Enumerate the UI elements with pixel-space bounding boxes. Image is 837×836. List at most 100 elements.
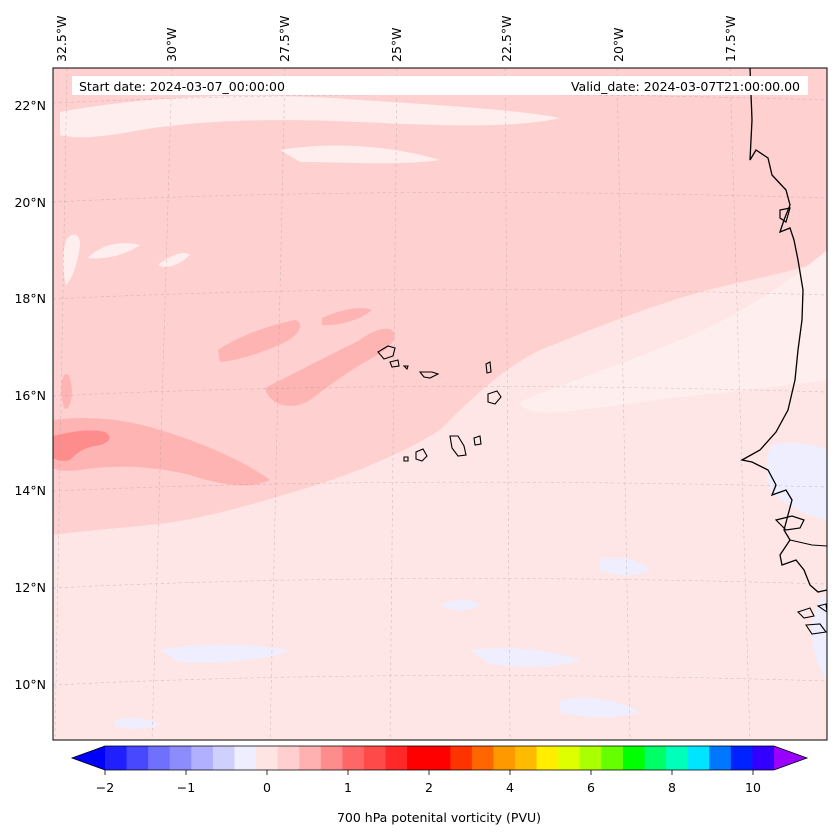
colorbar-segment xyxy=(709,746,732,770)
colorbar-segment xyxy=(277,746,300,770)
lat-label-14n: 14°N xyxy=(14,483,46,498)
colorbar-segment xyxy=(687,746,710,770)
colorbar-segment xyxy=(752,746,775,770)
colorbar-tick-label: 2 xyxy=(425,780,433,795)
lon-label-25w: 25°W xyxy=(389,27,404,62)
graticule xyxy=(53,68,827,740)
colorbar-label: 700 hPa potenital vorticity (PVU) xyxy=(337,810,541,825)
lon-label-30w: 30°W xyxy=(164,27,179,62)
island-sal xyxy=(485,361,492,374)
lon-label-32-5w: 32.5°W xyxy=(54,16,69,62)
colorbar-segment xyxy=(666,746,689,770)
lat-label-16n: 16°N xyxy=(14,388,46,403)
colorbar-segment xyxy=(428,746,451,770)
colorbar-segment xyxy=(234,746,257,770)
map-frame xyxy=(52,67,828,741)
pv-patch-central xyxy=(265,328,395,406)
colorbar-segment xyxy=(299,746,322,770)
colorbar-extend-low xyxy=(72,746,105,770)
lon-label-17-5w: 17.5°W xyxy=(723,16,738,62)
lon-label-27-5w: 27.5°W xyxy=(277,16,292,62)
colorbar-segment xyxy=(148,746,171,770)
light-streak-north xyxy=(60,95,560,138)
colorbar-segment xyxy=(363,746,387,770)
colorbar-tick-labels: −2 −1 0 1 2 4 6 8 10 xyxy=(96,780,761,795)
neg-patch-1 xyxy=(766,442,827,520)
colorbar-segment xyxy=(256,746,279,770)
neg-patch-6 xyxy=(440,599,480,611)
neg-patch-4 xyxy=(470,648,580,667)
colorbar-segment xyxy=(385,746,408,770)
island-santiago xyxy=(449,435,467,457)
light-wedge-east xyxy=(520,250,827,413)
island-maio xyxy=(473,435,482,446)
lat-label-18n: 18°N xyxy=(14,291,46,306)
colorbar-segment xyxy=(579,746,602,770)
pv-patch-northwest xyxy=(218,320,301,362)
colorbar-segment xyxy=(191,746,214,770)
coast-inlet-2 xyxy=(774,515,805,531)
colorbar-segment xyxy=(515,746,538,770)
valid-date-label: Valid_date: 2024-03-07T21:00:00.00 xyxy=(571,79,800,94)
coast-inlet-1 xyxy=(779,207,791,223)
colorbar: −2 −1 0 1 2 4 6 8 10 700 hPa potenital v… xyxy=(70,745,809,825)
colorbar-segment xyxy=(536,746,559,770)
island-boa-vista xyxy=(487,390,502,405)
colorbar-segment xyxy=(471,746,494,770)
colorbar-extend-high xyxy=(774,746,807,770)
light-streak-upper xyxy=(280,145,440,164)
colorbar-segment xyxy=(558,746,581,770)
island-fogo xyxy=(415,448,428,462)
pv-band-main xyxy=(53,68,827,535)
lat-label-22n: 22°N xyxy=(14,98,46,113)
colorbar-segment xyxy=(407,746,430,770)
light-spot-1 xyxy=(88,243,140,259)
map-area xyxy=(53,68,827,740)
latitude-labels: 22°N 20°N 18°N 16°N 14°N 12°N 10°N xyxy=(14,98,46,692)
island-santa-luzia xyxy=(402,365,409,371)
colorbar-tick-label: 8 xyxy=(668,780,676,795)
colorbar-tick-label: 1 xyxy=(344,780,352,795)
colorbar-segment xyxy=(493,746,516,770)
colorbar-tick-label: 0 xyxy=(263,780,271,795)
colorbar-segments xyxy=(105,746,775,770)
colorbar-segment xyxy=(169,746,192,770)
colorbar-segment xyxy=(105,746,128,770)
colorbar-segment xyxy=(622,746,646,770)
light-spot-2 xyxy=(158,253,190,267)
longitude-labels: 32.5°W 30°W 27.5°W 25°W 22.5°W 20°W 17.5… xyxy=(54,16,738,62)
neg-patch-7 xyxy=(560,698,640,718)
neg-patch-2 xyxy=(811,595,827,680)
colorbar-segment xyxy=(126,746,149,770)
neg-patch-3 xyxy=(160,644,290,663)
island-sao-vicente xyxy=(389,359,400,368)
island-brava xyxy=(403,456,409,462)
lat-label-12n: 12°N xyxy=(14,580,46,595)
colorbar-tick-label: −1 xyxy=(177,780,195,795)
colorbar-segment xyxy=(450,746,473,770)
lon-label-20w: 20°W xyxy=(611,27,626,62)
island-santo-antao xyxy=(377,345,396,360)
colorbar-segment xyxy=(212,746,235,770)
neg-patch-8 xyxy=(115,717,160,729)
colorbar-tick-label: 4 xyxy=(506,780,514,795)
lat-label-20n: 20°N xyxy=(14,195,46,210)
colorbar-tick-label: 10 xyxy=(745,780,761,795)
cape-verde-islands xyxy=(377,345,502,462)
colorbar-segment xyxy=(730,746,753,770)
colorbar-segment xyxy=(320,746,343,770)
colorbar-segment xyxy=(644,746,667,770)
lon-label-22-5w: 22.5°W xyxy=(499,16,514,62)
pv-patch-north xyxy=(322,307,372,326)
africa-coastline xyxy=(740,68,827,593)
date-header-box xyxy=(72,76,808,95)
island-sao-nicolau xyxy=(418,371,440,379)
colorbar-segment xyxy=(342,746,365,770)
start-date-label: Start date: 2024-03-07_00:00:00 xyxy=(79,79,285,94)
neg-patch-5 xyxy=(600,558,650,576)
light-spot-3 xyxy=(63,234,80,285)
pv-patch-strong xyxy=(53,430,110,461)
pv-patch-far-west xyxy=(61,374,72,409)
colorbar-tick-label: −2 xyxy=(96,780,114,795)
